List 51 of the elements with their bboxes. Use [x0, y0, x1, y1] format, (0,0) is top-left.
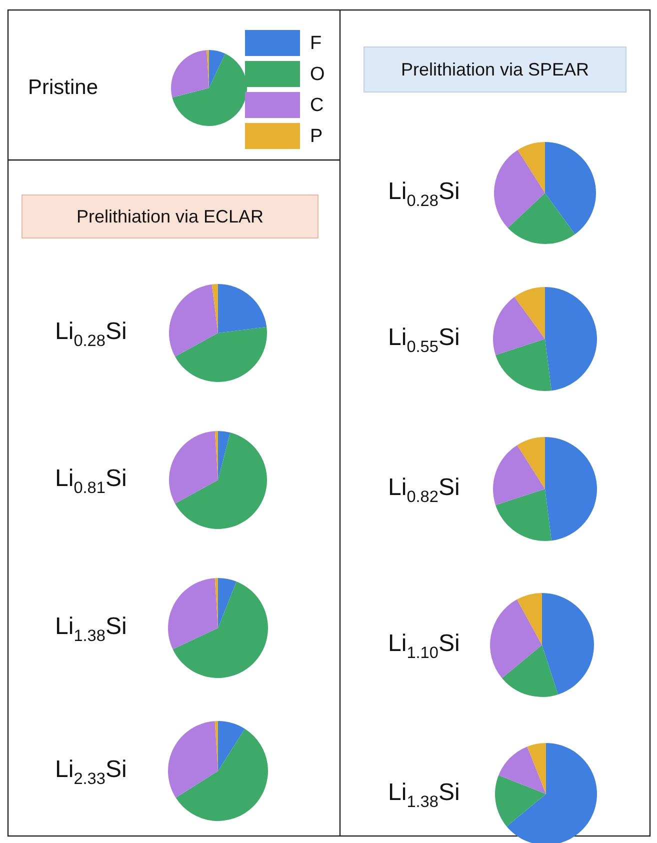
- legend-label: O: [310, 64, 325, 86]
- pie-slice: [542, 593, 594, 694]
- pie-slice: [168, 721, 218, 798]
- pie-slice: [494, 150, 545, 228]
- pie-slice: [496, 489, 552, 541]
- text: Li$_{1.38}$Si: [388, 779, 460, 812]
- pie-slice: [218, 578, 236, 628]
- pie-slice: [490, 599, 542, 678]
- text: Li$_{1.10}$Si: [388, 630, 460, 662]
- text: Li$_{0.82}$Si: [388, 474, 460, 506]
- pie-slice: [514, 287, 545, 339]
- pie-slice: [517, 437, 545, 489]
- pie-slice: [169, 284, 218, 357]
- pie-slice: [218, 431, 230, 480]
- pie-slice: [176, 728, 268, 821]
- legend-label: F: [310, 33, 322, 54]
- pie-slice: [172, 582, 268, 678]
- pie-slice: [168, 578, 218, 650]
- pie-slice: [218, 721, 245, 771]
- pie-slice: [212, 284, 218, 333]
- pie-slice: [493, 296, 545, 356]
- text: Li$_{1.38}$Si: [55, 613, 127, 646]
- text: Li$_{0.55}$Si: [388, 324, 460, 356]
- pie-slice: [169, 431, 218, 504]
- pie-slice: [518, 142, 545, 193]
- legend-label: C: [310, 95, 324, 116]
- pie-slice: [527, 743, 546, 794]
- pie-slice: [496, 339, 552, 391]
- legend-label: P: [310, 126, 323, 148]
- pie-slice: [545, 437, 597, 541]
- text: Li$_{0.28}$Si: [388, 178, 460, 210]
- text: Li$_{2.33}$Si: [55, 756, 127, 788]
- pie-slice: [545, 287, 597, 391]
- pie-slice: [506, 743, 597, 843]
- pie-slice: [516, 593, 542, 645]
- pie-slice: [508, 193, 575, 244]
- text: Pristine: [28, 76, 98, 99]
- pie-slice: [502, 645, 558, 697]
- pie-slice: [209, 50, 226, 88]
- text: Li$_{0.81}$Si: [55, 465, 127, 498]
- pie-slice: [498, 746, 546, 794]
- pie-slice: [175, 326, 267, 382]
- pie-slice: [218, 284, 267, 333]
- chart-subtitle: Prelithiation via ECLAR: [76, 206, 264, 226]
- pie-slice: [493, 445, 545, 506]
- text: Li$_{0.28}$Si: [55, 318, 127, 350]
- chart-subtitle: Prelithiation via SPEAR: [400, 59, 590, 80]
- pie-slice: [175, 432, 267, 529]
- pie-slice: [545, 142, 596, 234]
- pie-slice: [495, 775, 546, 827]
- pie-slice: [171, 50, 209, 98]
